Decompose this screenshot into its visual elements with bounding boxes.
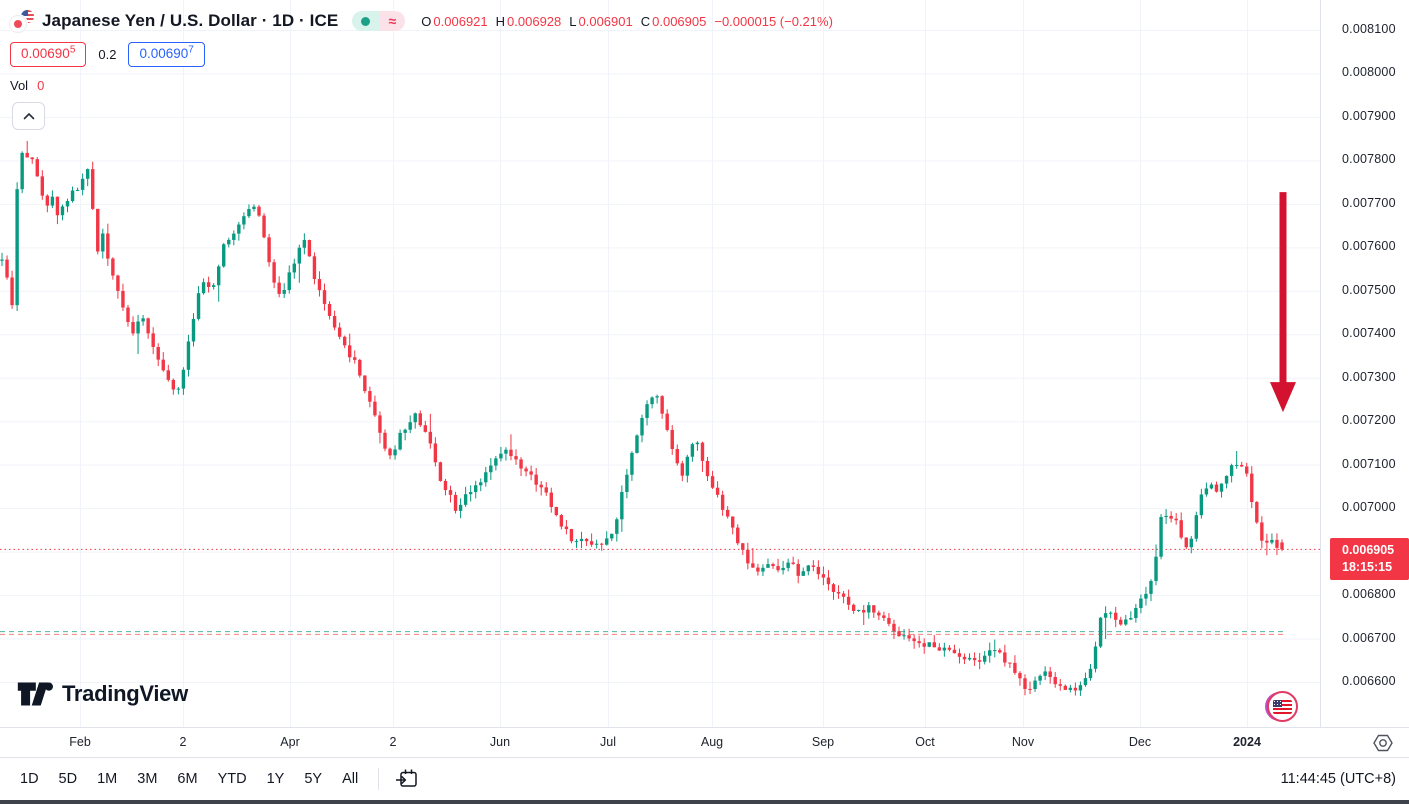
price-tick-label: 0.007900 [1342,108,1396,123]
time-tick-label: Jun [489,735,511,749]
symbol-title[interactable]: Japanese Yen / U.S. Dollar · 1D · ICE [42,11,339,30]
time-tick-label: Feb [69,735,91,749]
ohlc-values: O 0.006921 H 0.006928 L 0.006901 C 0.006905 … [421,14,833,29]
open-value: 0.006921 [433,13,488,29]
tradingview-logo-icon [17,682,53,706]
time-tick-label: 2 [179,735,187,749]
current-price-label: 0.006905 18:15:15 [1330,538,1409,581]
range-button-ytd[interactable]: YTD [209,766,256,792]
high-value: 0.006928 [507,13,562,29]
sell-price-button[interactable]: 0.006905 [10,42,87,67]
candlestick-chart[interactable] [0,0,1320,727]
chart-legend: Japanese Yen / U.S. Dollar · 1D · ICE ≈ … [10,8,833,130]
calendar-goto-icon [396,769,417,787]
delayed-data-icon: ≈ [379,11,406,31]
time-tick-label: 2024 [1233,735,1261,749]
range-buttons: 1D 5D 1M 3M 6M YTD 1Y 5Y All [10,766,368,792]
price-tick-label: 0.006600 [1342,674,1396,688]
price-tick-label: 0.007300 [1342,369,1396,384]
price-tick-label: 0.008100 [1342,22,1396,36]
low-value: 0.006901 [578,13,633,29]
close-label: C [640,13,651,29]
go-to-date-button[interactable] [389,765,425,793]
low-label: L [569,13,577,29]
price-tick-label: 0.007400 [1342,326,1396,341]
range-button-1d[interactable]: 1D [11,766,48,792]
us-flag-icon [1273,699,1292,714]
japan-flag-icon [10,15,26,32]
volume-value: 0 [37,77,45,93]
open-label: O [421,13,432,29]
time-tick-label: Aug [700,735,724,749]
range-button-1y[interactable]: 1Y [258,766,294,792]
chart-pane[interactable]: Japanese Yen / U.S. Dollar · 1D · ICE ≈ … [0,0,1320,727]
time-tick-label: Dec [1128,735,1152,749]
collapse-legend-button[interactable] [12,102,45,130]
current-price-value: 0.006905 [1342,543,1395,558]
bottom-toolbar: 1D 5D 1M 3M 6M YTD 1Y 5Y All 11:44:45 (UTC+8) [0,757,1409,800]
window-bottom-edge [0,800,1409,804]
time-tick-label: 2 [389,735,397,749]
range-button-5d[interactable]: 5D [50,766,87,792]
buy-price-button[interactable]: 0.006907 [128,42,205,67]
bid-ask-row: 0.006905 0.2 0.006907 [10,41,833,68]
volume-label[interactable]: Vol [10,77,29,93]
spread-value: 0.2 [98,47,117,62]
clock-utc-label[interactable]: 11:44:45 (UTC+8) [1280,771,1396,787]
close-value: 0.006905 [652,13,707,29]
tradingview-watermark[interactable]: TradingView [17,680,188,708]
time-tick-label: Apr [280,735,300,749]
symbol-row: Japanese Yen / U.S. Dollar · 1D · ICE ≈ … [10,8,833,34]
grid-lines [0,0,1320,727]
range-button-5y[interactable]: 5Y [295,766,331,792]
price-tick-label: 0.007100 [1342,456,1396,471]
time-tick-label: Sep [811,735,835,749]
volume-row: Vol 0 [10,76,833,94]
price-tick-label: 0.007500 [1342,282,1396,297]
range-button-3m[interactable]: 3M [128,766,166,792]
change-value: −0.000015 (−0.21%) [714,13,833,29]
time-axis-settings-icon[interactable] [1372,733,1394,753]
price-tick-label: 0.007200 [1342,413,1396,428]
range-button-all[interactable]: All [333,766,367,792]
tradingview-logo-text: TradingView [62,681,188,706]
time-axis[interactable]: Feb 2 Apr 2 Jun Jul Aug Sep Oct Nov Dec 2024 [0,727,1409,757]
current-price-time: 18:15:15 [1342,560,1393,575]
price-tick-label: 0.006700 [1342,630,1396,645]
price-tick-label: 0.007800 [1342,152,1396,167]
candlestick-series [0,140,1284,696]
us-flag-badge [1267,691,1298,722]
price-tick-label: 0.007700 [1342,195,1396,210]
price-tick-label: 0.007600 [1342,239,1396,254]
price-axis[interactable]: 0.006905 18:15:15 0.008100 0.008000 0.0079… [1320,0,1409,727]
toolbar-divider [378,768,380,790]
time-tick-label: Nov [1011,735,1035,749]
market-status-pill[interactable]: ≈ [352,11,406,31]
chevron-up-icon [23,113,34,120]
price-tick-label: 0.006800 [1342,587,1396,602]
market-open-dot-icon [352,11,380,31]
drawn-arrow-annotation[interactable] [1270,192,1296,413]
range-button-1m[interactable]: 1M [88,766,126,792]
high-label: H [495,13,506,29]
time-tick-label: Jul [600,735,616,749]
range-button-6m[interactable]: 6M [168,766,206,792]
time-tick-label: Oct [915,735,935,749]
symbol-logo-icon [10,9,35,33]
price-tick-label: 0.007000 [1342,500,1396,515]
price-tick-label: 0.008000 [1342,65,1396,80]
